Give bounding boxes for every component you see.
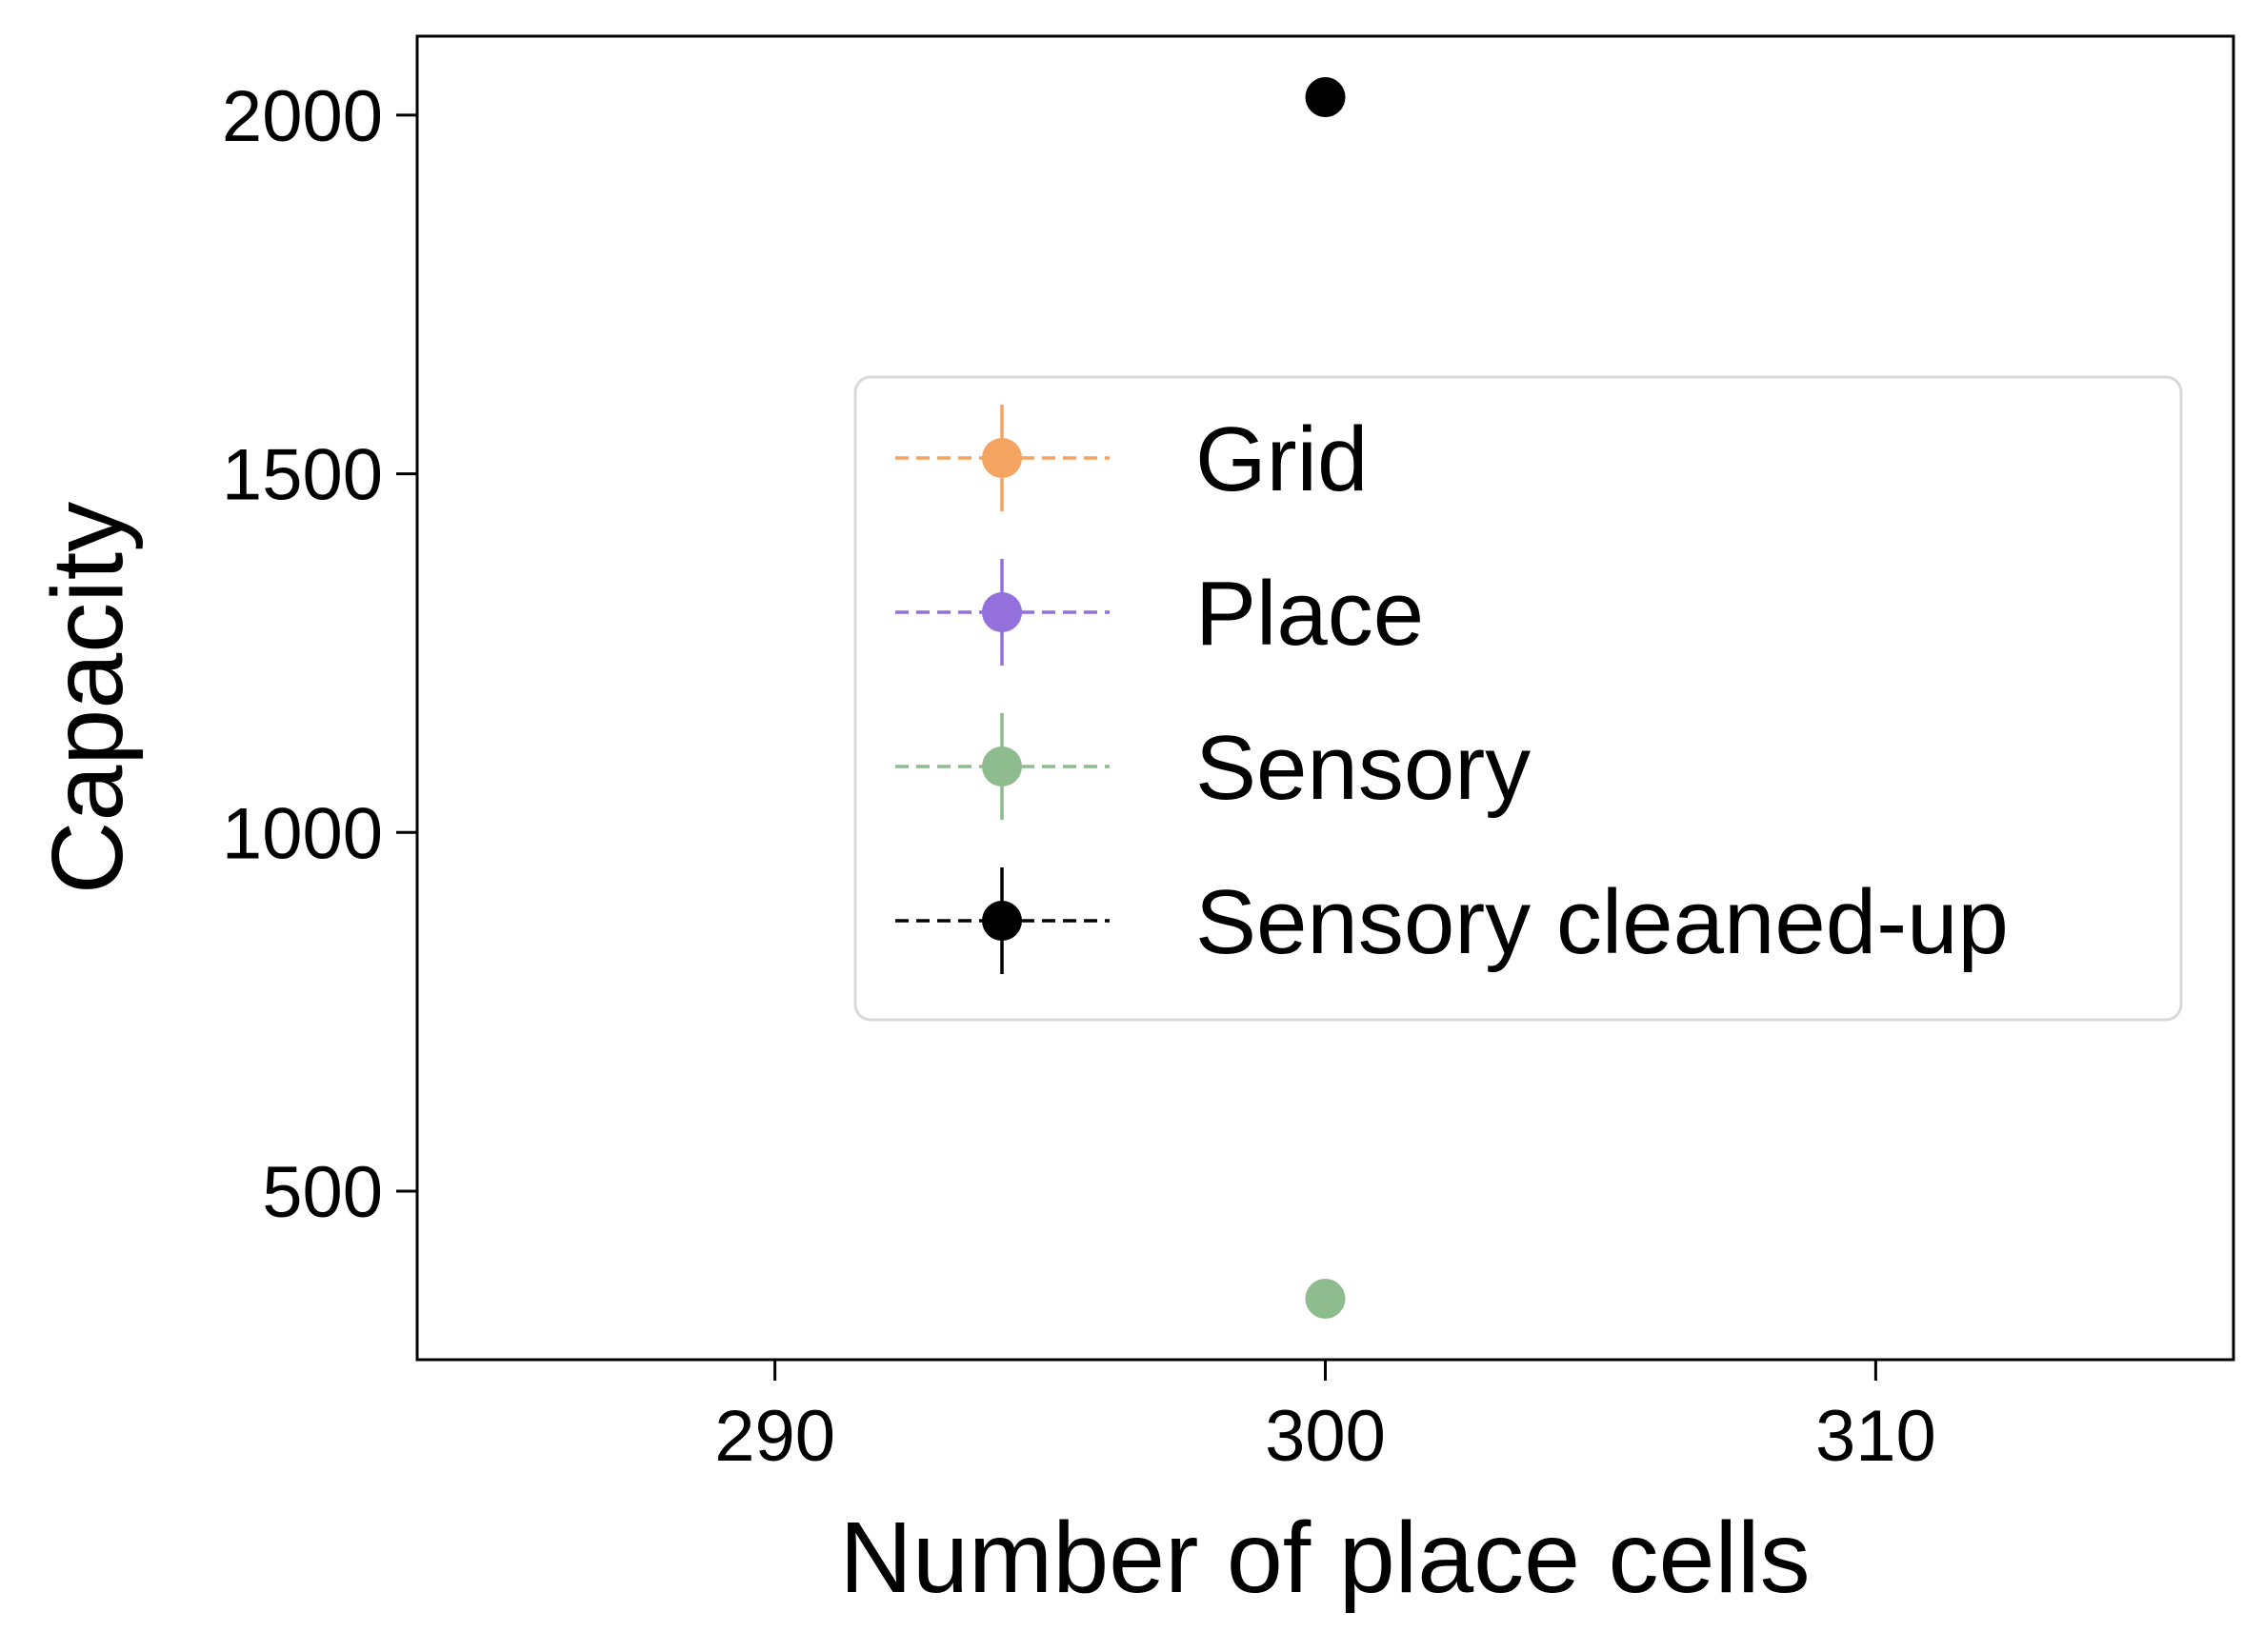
- y-tick-label: 1000: [222, 793, 383, 874]
- legend: Grid Place Sensory Sensory cleaned-up: [853, 375, 2183, 1022]
- legend-label: Place: [1195, 563, 1424, 665]
- legend-item: Grid: [895, 405, 1368, 511]
- data-point: [1305, 77, 1346, 118]
- legend-label: Grid: [1195, 408, 1368, 510]
- legend-marker: [982, 438, 1022, 478]
- y-tick-label: 1500: [222, 435, 383, 516]
- y-axis-title: Capacity: [31, 502, 144, 894]
- x-tick-label: 290: [714, 1396, 835, 1477]
- legend-item: Place: [895, 559, 1424, 666]
- x-axis: 290 300 310: [714, 1360, 1936, 1477]
- x-tick-label: 300: [1265, 1396, 1386, 1477]
- legend-frame: [853, 375, 2183, 1022]
- x-axis-title: Number of place cells: [839, 1502, 1810, 1614]
- legend-marker: [982, 592, 1022, 632]
- y-axis: 500 1000 1500 2000: [222, 76, 417, 1233]
- legend-marker: [982, 901, 1022, 941]
- y-tick-label: 2000: [222, 76, 383, 157]
- y-tick-label: 500: [262, 1152, 383, 1233]
- data-points: [1305, 77, 1346, 1319]
- legend-item: Sensory cleaned-up: [895, 867, 2009, 974]
- data-point: [1305, 1278, 1346, 1319]
- x-tick-label: 310: [1815, 1396, 1936, 1477]
- legend-label: Sensory cleaned-up: [1195, 871, 2009, 973]
- legend-item: Sensory: [895, 713, 1531, 820]
- legend-label: Sensory: [1195, 717, 1531, 819]
- legend-marker: [982, 746, 1022, 786]
